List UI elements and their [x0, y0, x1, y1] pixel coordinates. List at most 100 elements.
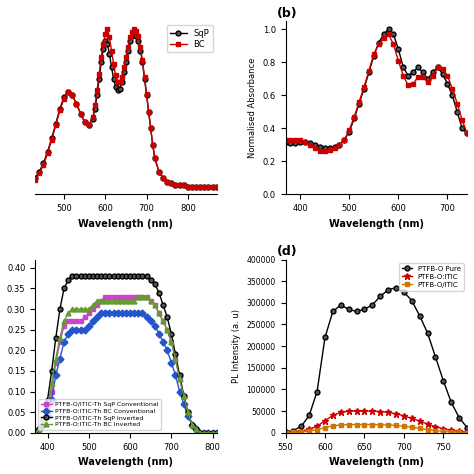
PTFB-O:ITIC: [330, 412, 336, 418]
Line: PTFB-O Pure: PTFB-O Pure: [283, 285, 469, 434]
PTFB-O Pure: [425, 330, 430, 336]
PTFB-O/ITIC-Th SqP Inverted: [152, 282, 158, 287]
PTFB-O/ITIC-Th SqP Conventional: [45, 410, 50, 415]
BC: [185, 183, 191, 189]
PTFB-O/ITIC-Th SqP Inverted: [181, 393, 187, 399]
PTFB-O:ITIC-Th BC Conventional: [148, 319, 154, 324]
PTFB-O:ITIC-Th BC Inverted: [173, 356, 178, 361]
PTFB-O:ITIC-Th BC Inverted: [185, 410, 191, 415]
PTFB-O:ITIC-Th BC Inverted: [78, 306, 83, 312]
PTFB-O Pure: [464, 425, 470, 430]
BC: [100, 41, 106, 47]
PTFB-O/ITIC-Th SqP Inverted: [90, 273, 96, 279]
PTFB-O Pure: [362, 307, 367, 312]
PTFB-O:ITIC: [464, 429, 470, 435]
PTFB-O:ITIC-Th BC Inverted: [119, 298, 125, 304]
PTFB-O/ITIC-Th SqP Inverted: [193, 426, 199, 431]
PTFB-O:ITIC-Th BC Inverted: [65, 310, 71, 316]
PTFB-O/ITIC-Th SqP Inverted: [65, 277, 71, 283]
PTFB-O/ITIC-Th SqP Inverted: [57, 306, 63, 312]
PTFB-O/ITIC-Th SqP Inverted: [210, 430, 216, 436]
PTFB-O/ITIC-Th SqP Conventional: [36, 426, 42, 431]
PTFB-O:ITIC-Th BC Inverted: [70, 306, 75, 312]
PTFB-O:ITIC: [314, 423, 320, 429]
PTFB-O:ITIC-Th BC Inverted: [98, 298, 104, 304]
PTFB-O/ITIC-Th SqP Inverted: [160, 302, 166, 308]
PTFB-O Pure: [354, 309, 359, 314]
PTFB-O:ITIC-Th BC Conventional: [53, 372, 59, 378]
PTFB-O Pure: [393, 285, 399, 291]
PTFB-O/ITIC-Th SqP Inverted: [131, 273, 137, 279]
PTFB-O/ITIC-Th SqP Conventional: [53, 360, 59, 365]
PTFB-O:ITIC-Th BC Conventional: [210, 430, 216, 436]
PTFB-O Pure: [377, 293, 383, 299]
PTFB-O:ITIC: [283, 429, 288, 435]
PTFB-O:ITIC-Th BC Inverted: [152, 302, 158, 308]
PTFB-O/ITIC-Th SqP Conventional: [115, 294, 120, 300]
PTFB-O/ITIC-Th SqP Conventional: [144, 294, 149, 300]
PTFB-O Pure: [338, 302, 344, 308]
PTFB-O/ITIC-Th SqP Inverted: [127, 273, 133, 279]
Text: (b): (b): [276, 7, 297, 20]
PTFB-O:ITIC-Th BC Conventional: [131, 310, 137, 316]
PTFB-O/ITIC-Th SqP Inverted: [144, 273, 149, 279]
SqP: [92, 106, 98, 111]
PTFB-O/ITIC: [283, 430, 288, 436]
PTFB-O:ITIC-Th BC Conventional: [185, 413, 191, 419]
PTFB-O:ITIC-Th BC Conventional: [90, 319, 96, 324]
PTFB-O Pure: [306, 412, 312, 418]
PTFB-O/ITIC-Th SqP Conventional: [131, 294, 137, 300]
PTFB-O/ITIC-Th SqP Conventional: [102, 294, 108, 300]
PTFB-O/ITIC-Th SqP Inverted: [102, 273, 108, 279]
PTFB-O:ITIC: [362, 408, 367, 414]
PTFB-O/ITIC-Th SqP Conventional: [78, 319, 83, 324]
PTFB-O:ITIC-Th BC Inverted: [86, 306, 91, 312]
PTFB-O Pure: [456, 415, 462, 420]
PTFB-O:ITIC-Th BC Inverted: [41, 418, 46, 423]
PTFB-O/ITIC-Th SqP Conventional: [70, 319, 75, 324]
SqP: [214, 183, 219, 189]
PTFB-O:ITIC-Th BC Inverted: [214, 430, 219, 436]
PTFB-O:ITIC: [456, 428, 462, 434]
PTFB-O:ITIC-Th BC Inverted: [210, 430, 216, 436]
PTFB-O:ITIC-Th BC Conventional: [160, 339, 166, 345]
PTFB-O:ITIC-Th BC Inverted: [82, 306, 88, 312]
PTFB-O:ITIC-Th BC Inverted: [206, 430, 211, 436]
PTFB-O/ITIC: [330, 423, 336, 428]
PTFB-O:ITIC: [448, 428, 454, 433]
PTFB-O:ITIC: [322, 418, 328, 423]
PTFB-O:ITIC-Th BC Conventional: [78, 327, 83, 332]
PTFB-O Pure: [346, 307, 352, 312]
PTFB-O/ITIC-Th SqP Inverted: [61, 285, 67, 291]
PTFB-O:ITIC-Th BC Conventional: [156, 331, 162, 337]
PTFB-O Pure: [330, 309, 336, 314]
PTFB-O:ITIC-Th BC Conventional: [41, 422, 46, 428]
PTFB-O/ITIC-Th SqP Inverted: [164, 314, 170, 320]
PTFB-O:ITIC-Th BC Inverted: [49, 381, 55, 386]
PTFB-O/ITIC-Th SqP Inverted: [201, 430, 207, 436]
PTFB-O/ITIC-Th SqP Conventional: [86, 310, 91, 316]
PTFB-O/ITIC-Th SqP Inverted: [70, 273, 75, 279]
PTFB-O/ITIC: [322, 425, 328, 430]
PTFB-O/ITIC: [425, 427, 430, 432]
PTFB-O:ITIC-Th BC Inverted: [115, 298, 120, 304]
PTFB-O:ITIC: [440, 426, 446, 432]
Line: PTFB-O:ITIC-Th BC Inverted: PTFB-O:ITIC-Th BC Inverted: [33, 294, 219, 435]
PTFB-O:ITIC-Th BC Inverted: [156, 310, 162, 316]
PTFB-O/ITIC-Th SqP Conventional: [90, 306, 96, 312]
PTFB-O:ITIC-Th BC Inverted: [123, 298, 129, 304]
PTFB-O/ITIC-Th SqP Inverted: [111, 273, 117, 279]
PTFB-O/ITIC-Th SqP Inverted: [189, 422, 195, 428]
PTFB-O/ITIC: [464, 429, 470, 435]
Legend: PTFB-O Pure, PTFB-O:ITIC, PTFB-O/ITIC: PTFB-O Pure, PTFB-O:ITIC, PTFB-O/ITIC: [399, 263, 464, 291]
PTFB-O/ITIC: [354, 422, 359, 428]
PTFB-O/ITIC-Th SqP Conventional: [57, 339, 63, 345]
PTFB-O/ITIC-Th SqP Inverted: [82, 273, 88, 279]
PTFB-O:ITIC: [291, 429, 296, 435]
PTFB-O:ITIC-Th BC Inverted: [57, 335, 63, 341]
PTFB-O:ITIC-Th BC Conventional: [152, 323, 158, 328]
PTFB-O:ITIC-Th BC Conventional: [107, 310, 112, 316]
PTFB-O/ITIC: [409, 424, 415, 430]
PTFB-O:ITIC-Th BC Conventional: [49, 397, 55, 402]
PTFB-O/ITIC-Th SqP Inverted: [197, 430, 203, 436]
